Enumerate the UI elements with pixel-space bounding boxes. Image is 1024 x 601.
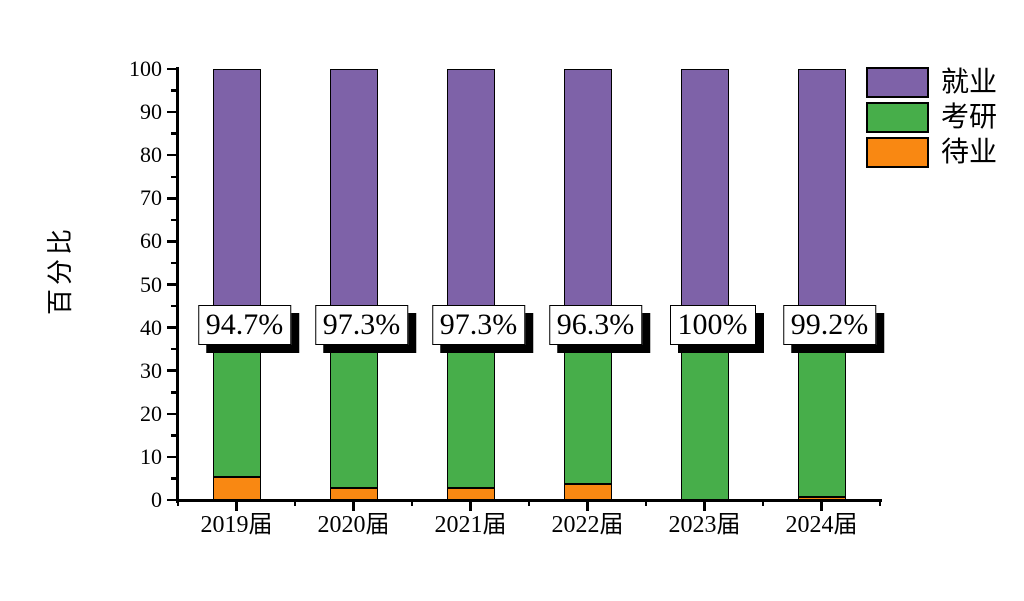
y-tick-label: 80 [140,142,162,168]
legend-swatch-unemployed [866,137,929,168]
bar-value-label: 97.3% [314,305,409,345]
bar-segment-postgraduate [446,327,495,489]
y-major-tick [167,67,178,71]
bar-segment-postgraduate [797,327,846,497]
y-major-tick [167,498,178,502]
x-tick-label: 2023届 [668,512,741,538]
x-boundary-tick [176,500,180,506]
bar-value-label: 96.3% [548,305,643,345]
bar-segment-unemployed [329,488,378,500]
legend-item-employed: 就业 [866,67,997,98]
y-major-tick [167,326,178,329]
bar-segment-employed [446,69,495,328]
x-center-tick [352,500,355,511]
y-minor-tick [171,347,178,351]
y-minor-tick [171,434,178,437]
y-minor-tick [171,391,178,394]
legend-item-unemployed: 待业 [866,137,997,168]
y-minor-tick [171,477,178,480]
y-tick-label: 70 [140,185,162,211]
bar-segment-employed [563,69,612,328]
bar-segment-postgraduate [680,327,729,500]
x-boundary-tick [761,500,765,506]
y-axis-title-text: 百分比 [45,224,75,315]
x-tick-label: 2021届 [434,512,507,538]
y-tick-label: 20 [140,400,162,426]
y-tick-label: 40 [140,314,162,340]
x-tick-label: 2024届 [785,512,858,538]
legend-label-postgraduate: 考研 [941,102,998,133]
y-tick-label: 10 [140,443,162,469]
bar-segment-unemployed [563,484,612,500]
x-tick-label: 2019届 [200,512,273,538]
bar-segment-postgraduate [563,327,612,485]
x-boundary-tick [527,500,531,506]
bar-segment-employed [212,69,261,328]
bar-value-label: 97.3% [431,305,526,345]
bar-segment-employed [329,69,378,328]
bar-value-label: 94.7% [197,305,292,345]
bar-segment-employed [797,69,846,328]
y-minor-tick [171,304,178,308]
legend: 就业 考研 待业 [866,67,997,172]
legend-label-unemployed: 待业 [941,137,998,168]
x-center-tick [469,500,472,511]
bar-segment-employed [680,69,729,328]
y-major-tick [167,110,178,114]
bar-segment-postgraduate [212,327,261,478]
x-tick-label: 2020届 [317,512,390,538]
y-minor-tick [171,89,178,92]
y-tick-label: 60 [140,228,162,254]
legend-swatch-employed [866,67,929,98]
legend-item-postgraduate: 考研 [866,102,997,133]
y-major-tick [167,240,178,243]
y-minor-tick [171,132,178,135]
y-tick-label: 30 [140,357,162,383]
bar-segment-unemployed [797,496,846,500]
y-tick-label: 0 [151,487,162,512]
y-minor-tick [171,218,178,222]
y-major-tick [167,197,178,200]
y-minor-tick [171,175,178,178]
x-center-tick [703,500,706,511]
y-tick-label: 50 [140,271,162,297]
bar-segment-unemployed [446,488,495,500]
y-major-tick [167,369,178,372]
x-boundary-tick [878,500,882,506]
x-center-tick [820,500,823,511]
bar-segment-postgraduate [329,327,378,489]
y-tick-label: 100 [129,56,162,81]
y-tick-label: 90 [140,99,162,125]
y-minor-tick [171,261,178,265]
x-boundary-tick [644,500,648,506]
x-boundary-tick [410,500,414,506]
legend-swatch-postgraduate [866,102,929,133]
x-boundary-tick [293,500,297,506]
y-major-tick [167,283,178,286]
y-major-tick [167,455,178,459]
x-tick-label: 2022届 [551,512,624,538]
x-center-tick [235,500,238,511]
y-major-tick [167,412,178,416]
x-center-tick [586,500,589,511]
bar-segment-unemployed [212,477,261,500]
bar-value-label: 100% [669,305,756,345]
bar-value-label: 99.2% [782,305,877,345]
legend-label-employed: 就业 [941,67,998,98]
y-major-tick [167,153,178,157]
